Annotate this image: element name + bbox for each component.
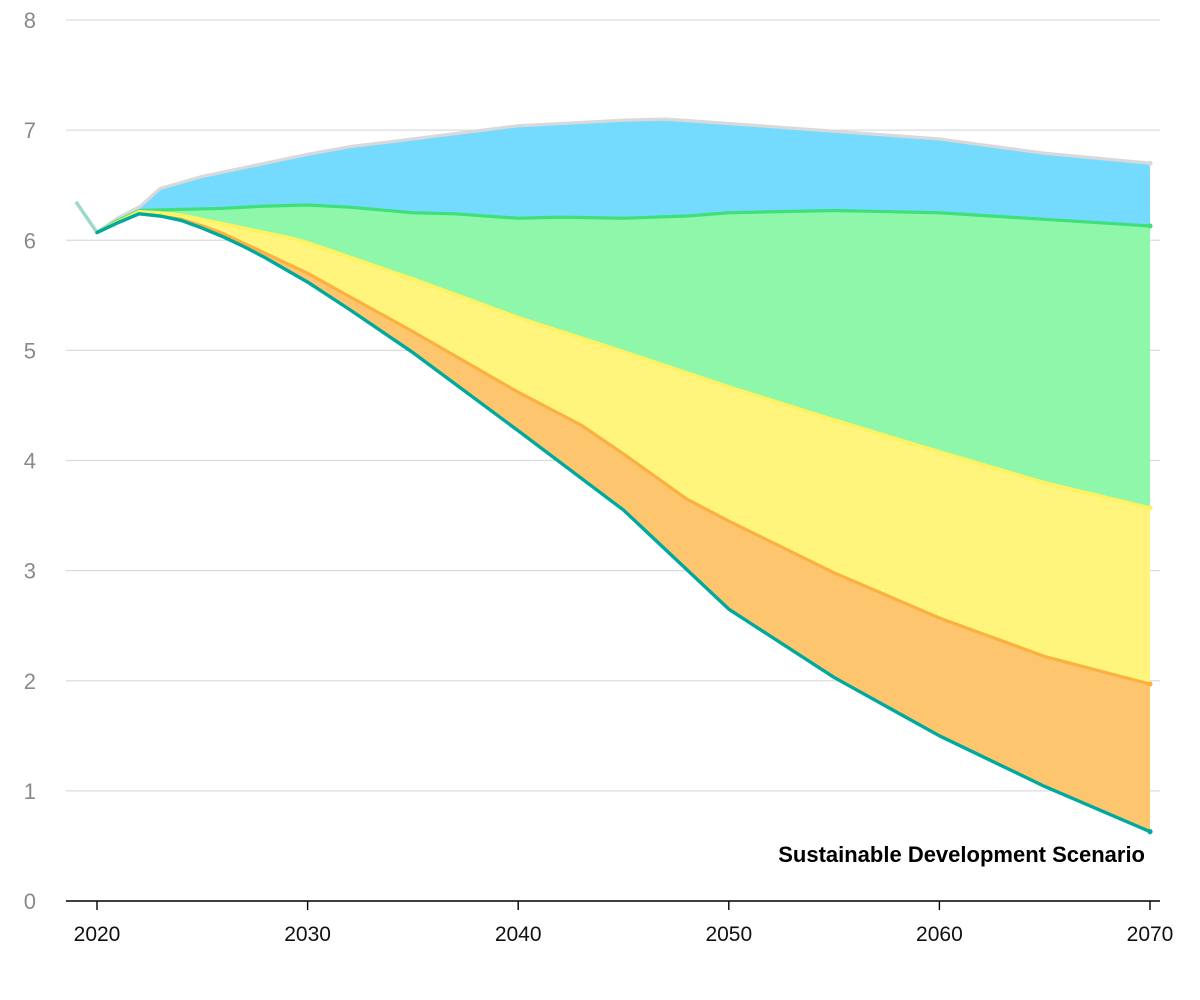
series-line-0 — [95, 212, 1152, 834]
series-line-2 — [95, 210, 1152, 510]
y-tick-label-3: 3 — [24, 559, 36, 584]
y-tick-label-4: 4 — [24, 449, 36, 474]
x-tick-label-2020: 2020 — [74, 923, 121, 946]
stacked-areas — [97, 119, 1150, 832]
area-band-2 — [97, 211, 1150, 685]
series-end-point-2 — [1147, 505, 1153, 511]
y-tick-label-7: 7 — [24, 118, 36, 143]
series-end-point-4 — [1147, 160, 1153, 166]
axes: 0 1 2 3 4 5 6 7 8 2020 2030 2040 2050 2060 2070 — [24, 8, 1174, 946]
y-tick-label-8: 8 — [24, 8, 36, 33]
x-tick-label-2070: 2070 — [1127, 923, 1174, 946]
series-line-4 — [95, 117, 1152, 235]
area-band-1 — [97, 213, 1150, 832]
x-tick-label-2030: 2030 — [284, 923, 331, 946]
y-tick-label-0: 0 — [24, 889, 36, 914]
series-end-point-0 — [1147, 829, 1153, 835]
y-tick-label-1: 1 — [24, 779, 36, 804]
y-tick-label-6: 6 — [24, 228, 36, 253]
series-end-point-1 — [1147, 681, 1153, 687]
area-band-3 — [97, 205, 1150, 508]
series-lines — [74, 117, 1153, 835]
y-tick-label-5: 5 — [24, 338, 36, 363]
y-tick-label-2: 2 — [24, 669, 36, 694]
x-tick-label-2060: 2060 — [916, 923, 963, 946]
x-tick-label-2050: 2050 — [705, 923, 752, 946]
x-tick-label-2040: 2040 — [495, 923, 542, 946]
series-line-3 — [95, 203, 1152, 235]
scenario-label: Sustainable Development Scenario — [778, 842, 1145, 867]
area-band-4 — [97, 119, 1150, 233]
series-end-point-3 — [1147, 223, 1153, 229]
